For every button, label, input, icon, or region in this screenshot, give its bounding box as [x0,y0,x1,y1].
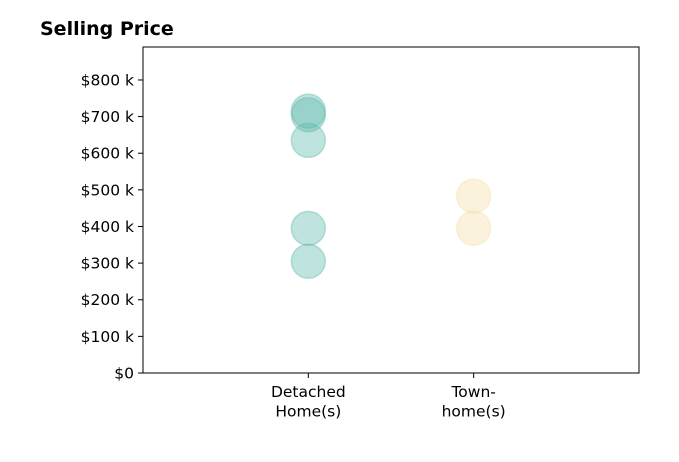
y-tick-label: $600 k [81,145,134,163]
data-point [290,122,327,159]
data-point [290,210,327,247]
y-tick-label: $0 [114,365,134,383]
data-point [290,93,327,129]
data-point [455,210,492,247]
y-tick-label: $300 k [81,255,134,273]
x-axis: Detached Home(s) Town-home(s) [271,373,506,421]
data-points [290,93,492,280]
chart-title: Selling Price [40,18,174,40]
x-tick-label: Town-home(s) [442,383,506,421]
data-point [455,178,492,214]
y-tick-label: $400 k [81,218,134,236]
data-point [290,243,327,280]
y-tick-label: $500 k [81,181,134,199]
data-point [290,97,327,133]
y-axis: $0 $100 k $200 k $300 k $400 k $500 k $600 k $7… [81,71,143,383]
plot-frame [142,46,640,374]
y-tick-label: $700 k [81,108,134,126]
y-tick-label: $100 k [81,328,134,346]
y-tick-label: $800 k [81,71,134,89]
y-tick-label: $200 k [81,291,134,309]
x-tick-label: Detached Home(s) [271,383,346,421]
